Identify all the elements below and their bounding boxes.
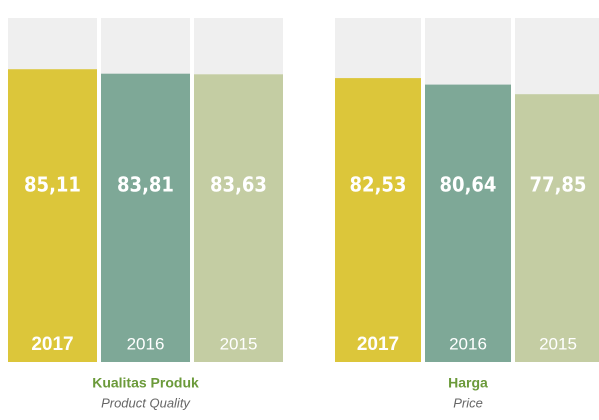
bar [515,94,599,363]
chart-title: Harga [448,375,488,391]
year-label: 2017 [357,334,399,355]
chart-subtitle: Product Quality [101,395,191,410]
chart-title: Kualitas Produk [92,375,199,391]
value-label: 83,81 [117,173,174,197]
bar [335,78,421,362]
year-label: 2016 [449,334,487,353]
bar [101,73,190,362]
year-label: 2017 [31,334,73,355]
value-label: 77,85 [530,173,587,197]
chart-subtitle: Price [453,395,483,410]
bar [8,69,97,362]
year-label: 2015 [220,334,258,353]
bar [194,74,283,362]
value-label: 85,11 [24,173,81,197]
bar [425,84,511,363]
value-label: 82,53 [350,173,407,197]
value-label: 80,64 [440,173,497,197]
value-label: 83,63 [210,173,267,197]
year-label: 2015 [539,334,577,353]
year-label: 2016 [127,334,165,353]
